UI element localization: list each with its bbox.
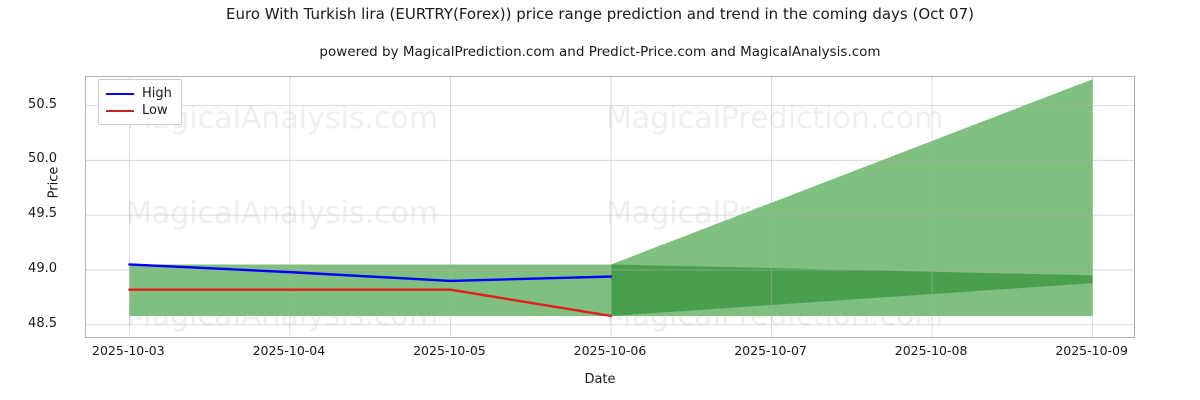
y-axis-tick: 50.5 bbox=[28, 96, 57, 112]
x-axis-tick: 2025-10-08 bbox=[894, 343, 968, 358]
legend-label-low: Low bbox=[142, 103, 168, 118]
y-axis-tick: 48.5 bbox=[28, 315, 57, 331]
x-axis-tick: 2025-10-05 bbox=[413, 343, 486, 358]
x-axis-tick: 2025-10-09 bbox=[1055, 343, 1128, 358]
x-axis-tick: 2025-10-07 bbox=[734, 343, 807, 358]
band-forecast-inner-band bbox=[611, 264, 1093, 316]
band-forecast-outer-cone bbox=[611, 79, 1093, 316]
x-axis-tick: 2025-10-03 bbox=[92, 343, 165, 358]
chart-legend: High Low bbox=[98, 79, 182, 125]
x-axis-tick: 2025-10-04 bbox=[252, 343, 326, 358]
y-axis-label: Price bbox=[46, 166, 62, 199]
legend-swatch-high bbox=[106, 92, 134, 95]
legend-swatch-low bbox=[106, 109, 134, 112]
legend-item-high[interactable]: High bbox=[106, 85, 172, 102]
legend-item-low[interactable]: Low bbox=[106, 102, 172, 119]
chart-title: Euro With Turkish lira (EURTRY(Forex)) p… bbox=[226, 5, 974, 23]
legend-label-high: High bbox=[142, 86, 172, 101]
x-axis-tick: 2025-10-06 bbox=[573, 343, 647, 358]
x-axis-label: Date bbox=[584, 372, 616, 387]
chart-subtitle: powered by MagicalPrediction.com and Pre… bbox=[319, 44, 881, 60]
y-axis-tick: 49.5 bbox=[28, 206, 57, 222]
series-line-low bbox=[128, 288, 613, 318]
series-line-high bbox=[128, 263, 613, 283]
y-axis-tick: 49.0 bbox=[28, 260, 57, 276]
y-axis-tick: 50.0 bbox=[28, 151, 57, 167]
plot-area: MagicalAnalysis.com MagicalPrediction.com… bbox=[85, 76, 1135, 338]
chart-canvas bbox=[86, 77, 1134, 337]
